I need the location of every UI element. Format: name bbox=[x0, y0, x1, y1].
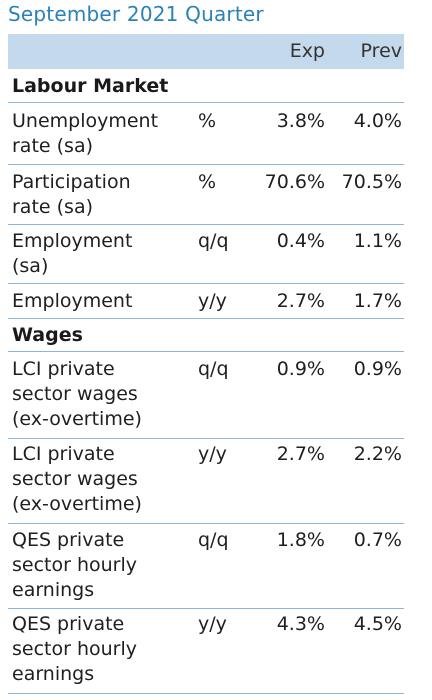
row-label: QES private sector hourly earnings bbox=[12, 613, 138, 685]
section-heading-label: Wages bbox=[12, 324, 83, 346]
row-exp-value: 1.8% bbox=[276, 529, 325, 551]
row-prev-value: 70.5% bbox=[341, 171, 402, 193]
row-divider bbox=[8, 318, 404, 319]
row-exp-value: 2.7% bbox=[276, 290, 325, 312]
row-divider bbox=[8, 523, 404, 524]
row-unit: y/y bbox=[198, 613, 227, 635]
row-exp-value: 2.7% bbox=[276, 443, 325, 465]
row-divider bbox=[8, 102, 404, 103]
row-label: Employment (sa) bbox=[12, 230, 133, 277]
row-exp-value: 0.9% bbox=[276, 358, 325, 380]
row-prev-value: 2.2% bbox=[353, 443, 402, 465]
row-label: LCI private sector wages (ex-overtime) bbox=[12, 443, 142, 515]
row-unit: y/y bbox=[198, 290, 227, 312]
row-label: Unemployment rate (sa) bbox=[12, 110, 159, 157]
row-prev-value: 1.7% bbox=[353, 290, 402, 312]
row-label: QES private sector hourly earnings bbox=[12, 529, 138, 601]
row-unit: q/q bbox=[198, 358, 229, 380]
row-unit: % bbox=[198, 110, 217, 132]
row-label: Participation rate (sa) bbox=[12, 171, 131, 218]
column-header-row: Exp Prev bbox=[8, 34, 404, 69]
row-exp-value: 4.3% bbox=[276, 613, 325, 635]
row-prev-value: 4.5% bbox=[353, 613, 402, 635]
row-exp-value: 3.8% bbox=[276, 110, 325, 132]
row-unit: q/q bbox=[198, 230, 229, 252]
row-divider bbox=[8, 224, 404, 225]
row-prev-value: 4.0% bbox=[353, 110, 402, 132]
row-exp-value: 70.6% bbox=[264, 171, 325, 193]
row-prev-value: 0.9% bbox=[353, 358, 402, 380]
row-unit: % bbox=[198, 171, 217, 193]
row-unit: q/q bbox=[198, 529, 229, 551]
row-label: LCI private sector wages (ex-overtime) bbox=[12, 358, 142, 430]
row-divider bbox=[8, 608, 404, 609]
section-heading-label: Labour Market bbox=[12, 75, 169, 97]
table-title: September 2021 Quarter bbox=[8, 2, 264, 26]
column-header-prev: Prev bbox=[360, 40, 402, 62]
row-prev-value: 1.1% bbox=[353, 230, 402, 252]
column-header-exp: Exp bbox=[289, 40, 325, 62]
row-exp-value: 0.4% bbox=[276, 230, 325, 252]
row-divider bbox=[8, 164, 404, 165]
row-unit: y/y bbox=[198, 443, 227, 465]
row-prev-value: 0.7% bbox=[353, 529, 402, 551]
row-divider bbox=[8, 693, 404, 694]
row-divider bbox=[8, 283, 404, 284]
row-label: Employment bbox=[12, 290, 133, 312]
row-divider bbox=[8, 351, 404, 352]
row-divider bbox=[8, 438, 404, 439]
